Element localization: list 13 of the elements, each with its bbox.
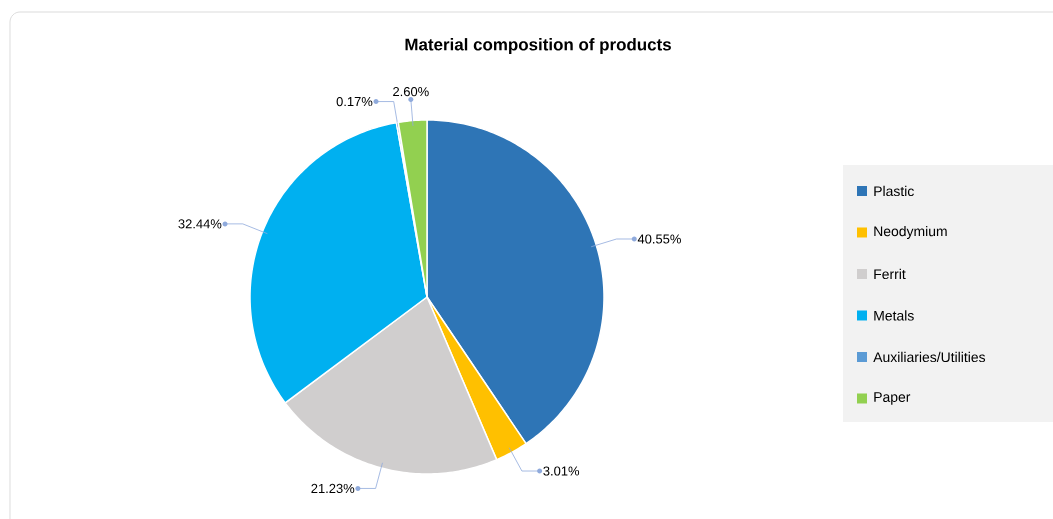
legend-label: Neodymium (874, 225, 947, 239)
data-label: 21.23% (311, 483, 355, 494)
legend-label: Ferrit (874, 268, 906, 280)
legend-label: Paper (874, 392, 911, 405)
data-label: 32.44% (178, 219, 222, 229)
legend-label: Metals (874, 310, 914, 321)
chart-title: Material composition of products (405, 38, 671, 54)
data-label: 3.01% (543, 466, 580, 476)
legend-label: Plastic (874, 185, 914, 197)
data-label: 0.17% (336, 96, 373, 107)
legend-label: Auxiliaries/Utilities (873, 351, 986, 363)
data-label: 2.60% (393, 87, 429, 97)
data-label: 40.55% (637, 234, 681, 244)
